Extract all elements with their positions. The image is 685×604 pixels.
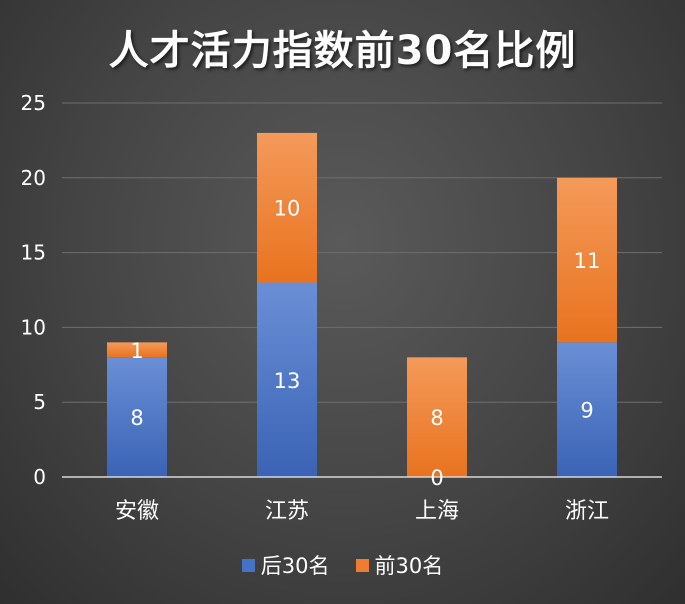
y-tick-label: 25 — [21, 91, 46, 115]
data-label: 9 — [580, 399, 593, 423]
data-label: 8 — [130, 406, 143, 430]
x-tick-label: 江苏 — [265, 499, 309, 524]
chart-title: 人才活力指数前30名比例 — [108, 28, 577, 74]
x-tick-label: 安徽 — [115, 499, 159, 524]
data-label: 13 — [274, 369, 301, 393]
legend-swatch — [241, 558, 255, 572]
data-label: 11 — [574, 249, 601, 273]
legend-item: 后30名 — [241, 550, 330, 580]
data-label: 1 — [130, 339, 143, 363]
bar-前30名-安徽 — [107, 342, 167, 358]
x-tick-label: 浙江 — [565, 499, 609, 524]
bar-前30名-江苏 — [257, 132, 317, 283]
y-tick-label: 10 — [21, 315, 46, 339]
bars — [107, 132, 617, 477]
bar-后30名-江苏 — [257, 282, 317, 477]
labels: 0 5 10 15 20 25 8 1 安徽 13 10 江苏 0 8 上海 9 11 浙江 — [21, 91, 609, 524]
data-label: 8 — [430, 406, 443, 430]
legend: 后30名 前30名 — [0, 550, 685, 580]
bar-前30名-浙江 — [557, 177, 617, 343]
y-tick-label: 20 — [21, 166, 46, 190]
legend-label: 后30名 — [260, 554, 330, 578]
y-tick-label: 0 — [33, 465, 46, 489]
legend-item: 前30名 — [355, 550, 444, 580]
y-tick-label: 15 — [21, 241, 46, 265]
bar-后30名-浙江 — [557, 342, 617, 477]
y-tick-label: 5 — [33, 390, 46, 414]
data-label: 10 — [274, 197, 301, 221]
legend-swatch — [355, 558, 369, 572]
x-tick-label: 上海 — [415, 499, 459, 524]
data-label: 0 — [430, 466, 443, 490]
bar-后30名-安徽 — [107, 357, 167, 477]
legend-label: 前30名 — [374, 554, 444, 578]
bar-前30名-上海 — [407, 357, 467, 477]
